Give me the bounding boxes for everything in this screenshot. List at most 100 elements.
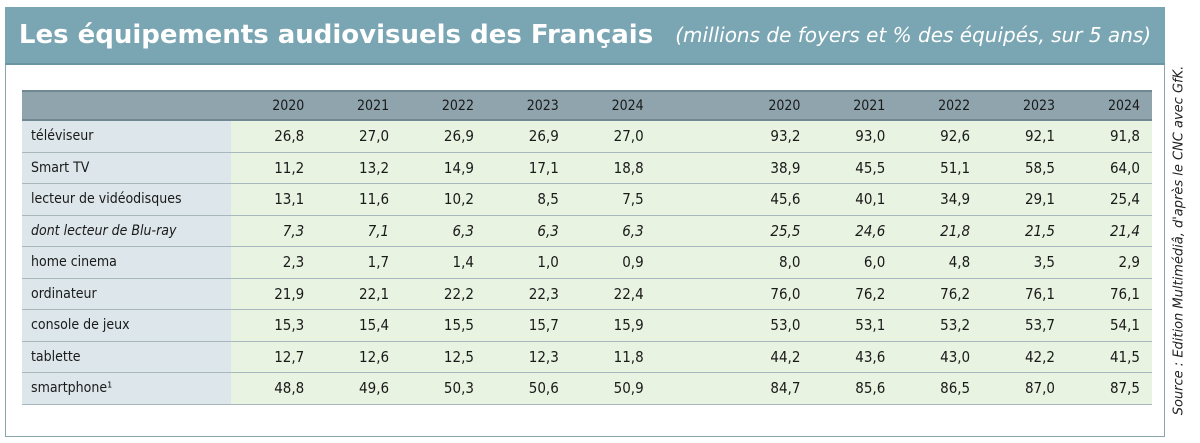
value-millions: 1,0 xyxy=(485,246,571,279)
value-millions: 1,4 xyxy=(401,246,486,279)
value-percent: 44,2 xyxy=(727,341,813,373)
value-millions: 7,3 xyxy=(231,215,317,247)
header-year-percent: 2020 xyxy=(727,90,813,121)
gap-cell xyxy=(655,278,728,310)
value-millions: 0,9 xyxy=(570,246,656,279)
value-millions: 26,9 xyxy=(485,120,571,153)
value-percent: 91,8 xyxy=(1067,120,1152,153)
value-millions: 50,9 xyxy=(570,372,656,405)
value-percent: 53,7 xyxy=(982,309,1068,342)
table-row: téléviseur 26,8 27,0 26,9 26,9 27,0 93,2 93,0 92… xyxy=(22,120,1152,153)
value-percent: 87,5 xyxy=(1067,372,1152,405)
header-year-millions: 2020 xyxy=(231,90,317,121)
table-row: ordinateur 21,9 22,1 22,2 22,3 22,4 76,0 76,2 76… xyxy=(22,278,1152,310)
value-percent: 87,0 xyxy=(982,372,1068,405)
row-label: home cinema xyxy=(22,246,232,279)
header-year-millions: 2023 xyxy=(485,90,571,121)
row-label: tablette xyxy=(22,341,232,373)
value-percent: 4,8 xyxy=(897,246,983,279)
value-millions: 49,6 xyxy=(316,372,402,405)
value-millions: 12,7 xyxy=(231,341,317,373)
value-millions: 50,6 xyxy=(485,372,571,405)
header-year-percent: 2023 xyxy=(982,90,1068,121)
header-year-millions: 2022 xyxy=(401,90,486,121)
value-millions: 15,5 xyxy=(401,309,486,342)
source-note: Source : Edition Multimédiâ, d'après le … xyxy=(1168,45,1190,435)
row-label: téléviseur xyxy=(22,120,232,153)
value-millions: 7,1 xyxy=(316,215,402,247)
value-millions: 12,6 xyxy=(316,341,402,373)
value-percent: 84,7 xyxy=(727,372,813,405)
row-label: smartphone¹ xyxy=(22,372,232,405)
table-row: Smart TV 11,2 13,2 14,9 17,1 18,8 38,9 45,5 51,1… xyxy=(22,152,1152,184)
value-percent: 76,2 xyxy=(897,278,983,310)
value-millions: 21,9 xyxy=(231,278,317,310)
value-millions: 11,8 xyxy=(570,341,656,373)
header-row: 2020 2021 2022 2023 2024 2020 2021 2022 2023 2024 xyxy=(22,90,1152,121)
value-millions: 12,3 xyxy=(485,341,571,373)
value-millions: 11,2 xyxy=(231,152,317,184)
value-percent: 41,5 xyxy=(1067,341,1152,373)
value-percent: 25,5 xyxy=(727,215,813,247)
value-millions: 26,8 xyxy=(231,120,317,153)
value-percent: 3,5 xyxy=(982,246,1068,279)
value-percent: 2,9 xyxy=(1067,246,1152,279)
value-percent: 25,4 xyxy=(1067,183,1152,216)
value-millions: 12,5 xyxy=(401,341,486,373)
value-percent: 45,6 xyxy=(727,183,813,216)
value-percent: 58,5 xyxy=(982,152,1068,184)
value-millions: 27,0 xyxy=(316,120,402,153)
value-millions: 7,5 xyxy=(570,183,656,216)
gap-cell xyxy=(655,372,728,405)
row-label: ordinateur xyxy=(22,278,232,310)
value-millions: 8,5 xyxy=(485,183,571,216)
value-millions: 15,9 xyxy=(570,309,656,342)
value-percent: 53,0 xyxy=(727,309,813,342)
value-millions: 17,1 xyxy=(485,152,571,184)
value-percent: 24,6 xyxy=(812,215,898,247)
value-millions: 6,3 xyxy=(485,215,571,247)
header-year-percent: 2021 xyxy=(812,90,898,121)
value-percent: 21,4 xyxy=(1067,215,1152,247)
value-millions: 6,3 xyxy=(570,215,656,247)
table-row: dont lecteur de Blu-ray 7,3 7,1 6,3 6,3 6,3 25… xyxy=(22,215,1152,247)
gap-cell xyxy=(655,152,728,184)
table-row: console de jeux 15,3 15,4 15,5 15,7 15,9 53,0 5… xyxy=(22,309,1152,342)
value-percent: 38,9 xyxy=(727,152,813,184)
value-millions: 50,3 xyxy=(401,372,486,405)
value-percent: 53,1 xyxy=(812,309,898,342)
value-percent: 21,8 xyxy=(897,215,983,247)
gap-cell xyxy=(655,341,728,373)
value-percent: 43,0 xyxy=(897,341,983,373)
value-percent: 76,0 xyxy=(727,278,813,310)
value-millions: 11,6 xyxy=(316,183,402,216)
header-year-percent: 2022 xyxy=(897,90,983,121)
value-percent: 6,0 xyxy=(812,246,898,279)
value-percent: 51,1 xyxy=(897,152,983,184)
value-percent: 54,1 xyxy=(1067,309,1152,342)
title-bar: Les équipements audiovisuels des Françai… xyxy=(5,7,1165,65)
value-percent: 34,9 xyxy=(897,183,983,216)
data-table: 2020 2021 2022 2023 2024 2020 2021 2022 2023 2024… xyxy=(22,90,1152,405)
gap-cell xyxy=(655,215,728,247)
table-row: tablette 12,7 12,6 12,5 12,3 11,8 44,2 43,6 43,0… xyxy=(22,341,1152,373)
value-percent: 43,6 xyxy=(812,341,898,373)
value-millions: 14,9 xyxy=(401,152,486,184)
value-millions: 22,3 xyxy=(485,278,571,310)
value-millions: 15,4 xyxy=(316,309,402,342)
header-label-cell xyxy=(22,90,232,121)
gap-cell xyxy=(655,120,728,153)
table-body: téléviseur 26,8 27,0 26,9 26,9 27,0 93,2 93,0 92… xyxy=(22,120,1152,405)
value-percent: 8,0 xyxy=(727,246,813,279)
value-millions: 22,1 xyxy=(316,278,402,310)
value-percent: 92,6 xyxy=(897,120,983,153)
gap-cell xyxy=(655,183,728,216)
header-year-millions: 2024 xyxy=(570,90,656,121)
row-label: Smart TV xyxy=(22,152,232,184)
value-millions: 26,9 xyxy=(401,120,486,153)
value-millions: 2,3 xyxy=(231,246,317,279)
value-millions: 10,2 xyxy=(401,183,486,216)
value-percent: 76,1 xyxy=(1067,278,1152,310)
value-millions: 15,7 xyxy=(485,309,571,342)
value-percent: 92,1 xyxy=(982,120,1068,153)
